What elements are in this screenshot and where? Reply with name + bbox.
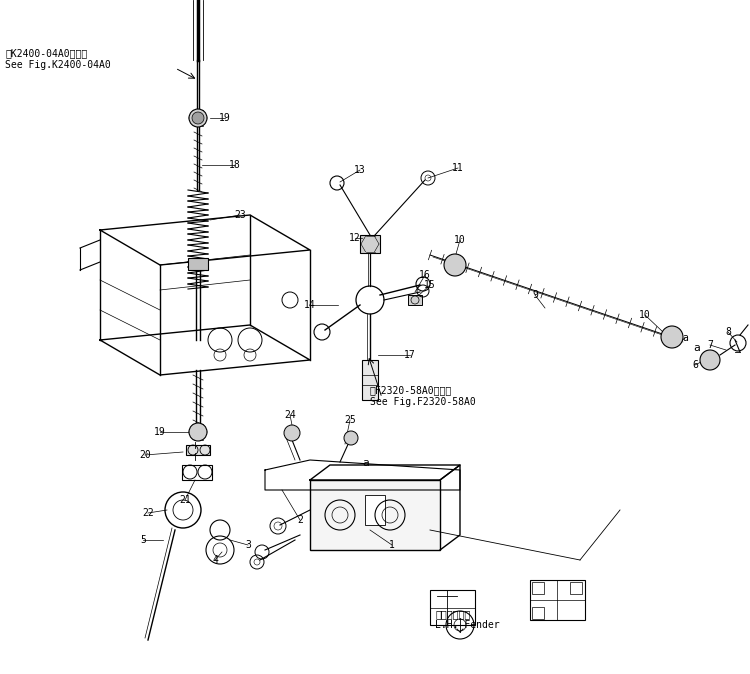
Text: 24: 24: [284, 410, 296, 420]
Text: a: a: [362, 458, 369, 468]
Circle shape: [192, 112, 204, 124]
Text: a: a: [682, 333, 688, 343]
Bar: [360, 235, 380, 253]
Circle shape: [444, 254, 466, 276]
Text: 10: 10: [639, 310, 651, 320]
Circle shape: [700, 350, 720, 370]
Bar: [532, 607, 544, 619]
Bar: [182, 465, 212, 480]
Text: 22: 22: [142, 508, 154, 518]
Text: 19: 19: [219, 113, 231, 123]
Text: 7: 7: [707, 340, 713, 350]
Text: 8: 8: [725, 327, 731, 337]
Bar: [430, 590, 475, 625]
Text: 15: 15: [424, 280, 436, 290]
Circle shape: [189, 109, 207, 127]
Bar: [362, 360, 378, 400]
Text: L.H. Fender: L.H. Fender: [435, 620, 500, 630]
Text: 10: 10: [454, 235, 466, 245]
Bar: [365, 495, 385, 525]
Bar: [570, 582, 582, 594]
Text: 9: 9: [532, 290, 538, 300]
Text: 2: 2: [297, 515, 303, 525]
Text: See Fig.K2400-04A0: See Fig.K2400-04A0: [5, 60, 111, 70]
Text: 23: 23: [234, 210, 246, 220]
Text: 25: 25: [344, 415, 355, 425]
Text: 12: 12: [349, 233, 361, 243]
Text: 14: 14: [304, 300, 316, 310]
Bar: [186, 445, 210, 455]
Text: 左　フェンダ: 左 フェンダ: [435, 609, 470, 619]
Text: 1: 1: [389, 540, 395, 550]
Text: 第F2320-58A0図参照: 第F2320-58A0図参照: [370, 385, 452, 395]
Text: 11: 11: [452, 163, 464, 173]
Circle shape: [284, 425, 300, 441]
Text: a: a: [693, 343, 700, 353]
Text: 17: 17: [404, 350, 416, 360]
Bar: [530, 580, 585, 620]
Bar: [532, 582, 544, 594]
Text: 21: 21: [179, 495, 190, 505]
Text: 18: 18: [230, 160, 241, 170]
Text: 16: 16: [419, 270, 430, 280]
Text: 4: 4: [212, 555, 218, 565]
Text: 20: 20: [140, 450, 151, 460]
Text: 3: 3: [245, 540, 251, 550]
Circle shape: [189, 423, 207, 441]
Text: 6: 6: [692, 360, 698, 370]
Text: 13: 13: [354, 165, 366, 175]
Bar: [408, 295, 422, 305]
Circle shape: [344, 431, 358, 445]
Bar: [188, 258, 208, 270]
Circle shape: [661, 326, 683, 348]
Text: 第K2400-04A0図参照: 第K2400-04A0図参照: [5, 48, 87, 58]
Bar: [310, 480, 440, 550]
Text: 19: 19: [154, 427, 166, 437]
Text: See Fig.F2320-58A0: See Fig.F2320-58A0: [370, 397, 476, 407]
Text: 5: 5: [140, 535, 146, 545]
